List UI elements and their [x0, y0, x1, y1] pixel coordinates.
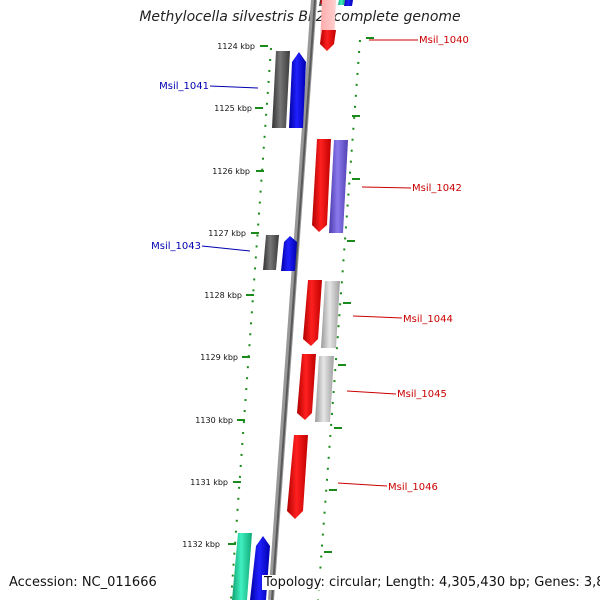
gene-msil-1040-core[interactable] — [320, 30, 336, 51]
scale-label: 1128 kbp — [204, 291, 242, 300]
scale-label: 1132 kbp — [182, 540, 220, 549]
gene-bottom-teal[interactable] — [232, 533, 252, 600]
gene-msil-1041-homolog[interactable] — [272, 51, 290, 128]
leader-line-msil-1043 — [201, 245, 251, 252]
map-title: Methylocella silvestris BL2, complete ge… — [139, 9, 461, 25]
gene-label-msil-1040[interactable]: Msil_1040 — [419, 35, 469, 46]
gene-label-msil-1043[interactable]: Msil_1043 — [151, 241, 201, 252]
gene-msil-1043[interactable] — [281, 236, 297, 271]
gene-label-msil-1042[interactable]: Msil_1042 — [412, 183, 462, 194]
gene-msil-1045-homolog[interactable] — [315, 356, 334, 422]
accession-label: Accession: NC_011666 — [9, 575, 157, 590]
gene-msil-1041[interactable] — [289, 52, 306, 128]
gene-msil-1045[interactable] — [297, 354, 316, 420]
gene-msil-1046[interactable] — [287, 435, 308, 519]
scale-boundary-left — [230, 47, 272, 600]
leader-line-msil-1044 — [352, 315, 403, 319]
scale-label: 1130 kbp — [195, 416, 233, 425]
leader-line-msil-1041 — [209, 85, 259, 89]
gene-msil-1044-homolog[interactable] — [321, 281, 340, 348]
scale-label: 1131 kbp — [190, 478, 228, 487]
gene-msil-1043-homolog[interactable] — [263, 235, 279, 270]
gene-label-msil-1046[interactable]: Msil_1046 — [388, 482, 438, 493]
leader-line-msil-1045 — [346, 390, 397, 395]
scale-label: 1124 kbp — [217, 42, 255, 51]
gene-partial-top-teal[interactable] — [338, 0, 345, 5]
gene-msil-1042-homolog[interactable] — [329, 140, 348, 233]
scale-label: 1125 kbp — [214, 104, 252, 113]
topology-summary: Topology: circular; Length: 4,305,430 bp… — [262, 575, 600, 590]
genome-backbone-highlight — [271, 0, 316, 600]
gene-msil-1042[interactable] — [312, 139, 331, 232]
gene-label-msil-1045[interactable]: Msil_1045 — [397, 389, 447, 400]
scale-label: 1126 kbp — [212, 167, 250, 176]
scale-label: 1129 kbp — [200, 353, 238, 362]
gene-msil-1044[interactable] — [303, 280, 322, 346]
scale-label: 1127 kbp — [208, 229, 246, 238]
gene-label-msil-1041[interactable]: Msil_1041 — [159, 81, 209, 92]
leader-line-msil-1046 — [337, 482, 388, 487]
gene-label-msil-1044[interactable]: Msil_1044 — [403, 314, 453, 325]
scale-ticks: 1124 kbp 1125 kbp 1126 kbp 1127 kbp 1128… — [182, 37, 374, 553]
gene-partial-top-blue[interactable] — [344, 0, 353, 6]
gene-bottom-blue[interactable] — [250, 536, 270, 600]
leader-line-msil-1042 — [361, 186, 412, 189]
